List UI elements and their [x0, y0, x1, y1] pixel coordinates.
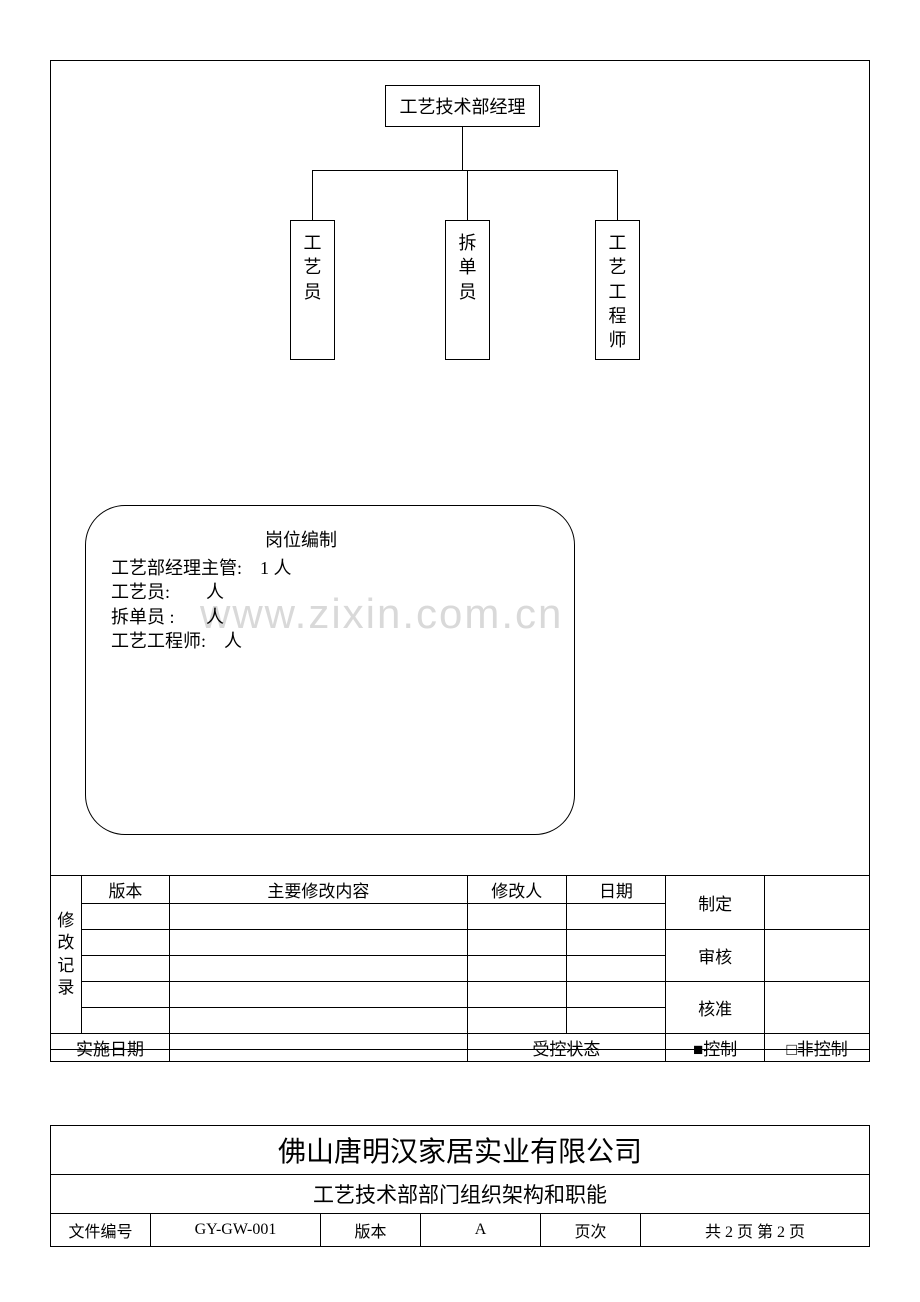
org-connector [467, 170, 468, 220]
col-header-editor: 修改人 [467, 876, 566, 904]
table-row: 佛山唐明汉家居实业有限公司 [51, 1126, 870, 1175]
org-connector [462, 127, 463, 170]
file-no-value: GY-GW-001 [151, 1214, 321, 1247]
org-connector [617, 170, 618, 220]
col-header-content: 主要修改内容 [170, 876, 468, 904]
approval-review-value [765, 930, 870, 982]
approval-draft-label: 制定 [666, 876, 765, 930]
version-label: 版本 [321, 1214, 421, 1247]
staffing-title: 岗位编制 [111, 526, 371, 552]
company-name: 佛山唐明汉家居实业有限公司 [51, 1126, 870, 1175]
status-controlled: ■控制 [666, 1034, 765, 1062]
col-header-version: 版本 [81, 876, 169, 904]
status-label: 受控状态 [467, 1034, 665, 1062]
org-child-node: 工艺员 [290, 220, 335, 360]
impl-date-value [170, 1034, 468, 1062]
org-child-label: 拆单员 [459, 231, 477, 304]
doc-title: 工艺技术部部门组织架构和职能 [51, 1175, 870, 1214]
table-row: 实施日期 受控状态 ■控制 □非控制 [51, 1034, 870, 1062]
staffing-row: 工艺部经理主管: 1 人 [111, 556, 549, 580]
org-child-node: 工艺工程师 [595, 220, 640, 360]
table-row: 审核 [51, 930, 870, 956]
approval-approve-label: 核准 [666, 982, 765, 1034]
staffing-row: 工艺工程师: 人 [111, 629, 549, 653]
org-child-label: 工艺员 [304, 231, 322, 304]
staffing-row: 工艺员: 人 [111, 580, 549, 604]
org-connector [312, 170, 618, 171]
org-child-node: 拆单员 [445, 220, 490, 360]
revision-side-label: 修改记录 [51, 876, 82, 1034]
org-connector [312, 170, 313, 220]
approval-approve-value [765, 982, 870, 1034]
table-row: 工艺技术部部门组织架构和职能 [51, 1175, 870, 1214]
file-no-label: 文件编号 [51, 1214, 151, 1247]
revision-table: 修改记录 版本 主要修改内容 修改人 日期 制定 审核 核准 实施日期 受控状态… [50, 875, 870, 1062]
approval-review-label: 审核 [666, 930, 765, 982]
col-header-date: 日期 [566, 876, 665, 904]
staffing-box: 岗位编制 工艺部经理主管: 1 人 工艺员: 人 拆单员 : 人 工艺工程师: … [85, 505, 575, 835]
org-root-node: 工艺技术部经理 [385, 85, 540, 127]
status-uncontrolled: □非控制 [765, 1034, 870, 1062]
page-value: 共 2 页 第 2 页 [641, 1214, 870, 1247]
table-row: 文件编号 GY-GW-001 版本 A 页次 共 2 页 第 2 页 [51, 1214, 870, 1247]
version-value: A [421, 1214, 541, 1247]
org-chart: 工艺技术部经理 工艺员 拆单员 工艺工程师 [50, 60, 870, 360]
staffing-row: 拆单员 : 人 [111, 605, 549, 629]
org-child-label: 工艺工程师 [609, 231, 627, 352]
approval-draft-value [765, 876, 870, 930]
title-block: 佛山唐明汉家居实业有限公司 工艺技术部部门组织架构和职能 文件编号 GY-GW-… [50, 1125, 870, 1247]
table-row: 核准 [51, 982, 870, 1008]
org-root-label: 工艺技术部经理 [400, 93, 526, 119]
page-label: 页次 [541, 1214, 641, 1247]
impl-date-label: 实施日期 [51, 1034, 170, 1062]
table-row: 修改记录 版本 主要修改内容 修改人 日期 制定 [51, 876, 870, 904]
